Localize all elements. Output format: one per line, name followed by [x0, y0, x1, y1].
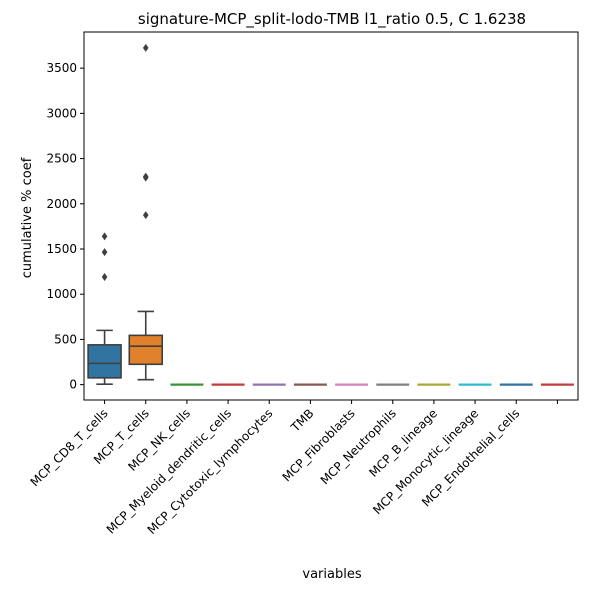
- y-tick-label: 500: [54, 332, 77, 346]
- y-tick-label: 0: [69, 378, 77, 392]
- box-body: [129, 335, 162, 364]
- outlier-point: [102, 273, 108, 281]
- x-axis-label: variables: [302, 567, 361, 582]
- box-series: [129, 44, 162, 380]
- x-tick-label: TMB: [288, 406, 317, 435]
- outlier-point: [102, 248, 108, 256]
- outlier-point: [143, 44, 149, 52]
- y-tick-label: 3500: [46, 61, 77, 75]
- y-axis: 0 500 1000 1500 2000 2500 3000 3500: [46, 61, 84, 391]
- outlier-point: [102, 232, 108, 240]
- box-series: [88, 232, 121, 384]
- y-tick-label: 1000: [46, 287, 77, 301]
- x-tick-label: MCP_Fibroblasts: [280, 406, 358, 484]
- x-axis: MCP_CD8_T_cellsMCP_T_cellsMCP_NK_cellsMC…: [28, 400, 558, 537]
- chart-title: signature-MCP_split-lodo-TMB l1_ratio 0.…: [138, 10, 526, 29]
- plot-area: [88, 44, 574, 385]
- y-tick-label: 2000: [46, 197, 77, 211]
- outlier-point: [143, 211, 149, 219]
- y-tick-label: 2500: [46, 152, 77, 166]
- x-tick-label: MCP_CD8_T_cells: [28, 406, 111, 489]
- y-axis-label: cumulative % coef: [20, 157, 35, 278]
- y-tick-label: 1500: [46, 242, 77, 256]
- box-body: [88, 345, 121, 378]
- x-tick-label: MCP_Neutrophils: [318, 406, 399, 487]
- outlier-point: [143, 173, 149, 181]
- y-tick-label: 3000: [46, 106, 77, 120]
